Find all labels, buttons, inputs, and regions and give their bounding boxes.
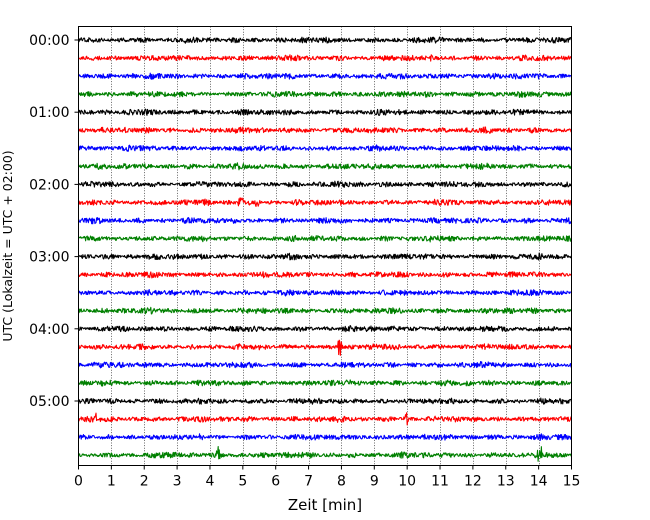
trace-0100 [78, 108, 572, 116]
trace-0245 [78, 234, 573, 243]
trace-0015 [77, 54, 573, 62]
trace-0145 [77, 162, 573, 171]
plot-frame [78, 26, 572, 466]
trace-0045 [78, 90, 573, 98]
x-tick-label: 2 [140, 474, 149, 490]
trace-0530 [77, 433, 573, 441]
x-tick-label: 3 [173, 474, 182, 490]
x-tick-label: 14 [530, 474, 548, 490]
x-tick-label: 11 [431, 474, 449, 490]
x-axis-ticks: 0 1 2 3 4 5 6 7 8 9 10 11 12 13 14 15 [74, 465, 581, 490]
trace-0315 [77, 271, 572, 279]
trace-0030 [78, 72, 572, 80]
x-tick-label: 1 [107, 474, 116, 490]
y-tick-label: 05:00 [29, 394, 69, 410]
x-tick-label: 15 [563, 474, 581, 490]
trace-0300 [77, 252, 573, 261]
x-tick-label: 0 [74, 474, 83, 490]
x-tick-label: 6 [271, 474, 280, 490]
x-axis-label: Zeit [min] [288, 496, 362, 514]
x-tick-label: 10 [398, 474, 416, 490]
x-tick-label: 8 [337, 474, 346, 490]
trace-0000 [77, 36, 572, 44]
trace-0345 [77, 306, 572, 315]
trace-0115 [78, 126, 573, 135]
y-axis-ticks: 00:00 01:00 02:00 03:00 04:00 05:00 [29, 33, 79, 410]
x-tick-label: 12 [464, 474, 482, 490]
trace-0545 [78, 445, 572, 462]
trace-0445 [77, 379, 573, 387]
trace-0515 [77, 412, 572, 426]
x-tick-label: 4 [206, 474, 215, 490]
trace-0130 [77, 144, 573, 152]
y-tick-label: 00:00 [29, 33, 69, 49]
trace-0200 [78, 180, 572, 188]
trace-0330 [77, 289, 573, 297]
y-axis-label: UTC (Lokalzeit = UTC + 02:00) [0, 150, 15, 341]
trace-0230 [78, 217, 573, 225]
x-tick-label: 7 [304, 474, 313, 490]
y-tick-label: 03:00 [29, 250, 69, 266]
y-tick-label: 02:00 [29, 177, 69, 193]
trace-0415 [77, 339, 573, 356]
grid-layer [111, 26, 540, 466]
trace-0400 [78, 325, 572, 333]
x-tick-label: 9 [370, 474, 379, 490]
trace-0430 [78, 361, 573, 369]
x-tick-label: 13 [497, 474, 515, 490]
x-tick-label: 5 [238, 474, 247, 490]
trace-0215 [78, 197, 573, 208]
y-tick-label: 04:00 [29, 322, 69, 338]
trace-0500 [77, 397, 573, 405]
y-tick-label: 01:00 [29, 105, 69, 121]
trace-layer [77, 36, 573, 462]
